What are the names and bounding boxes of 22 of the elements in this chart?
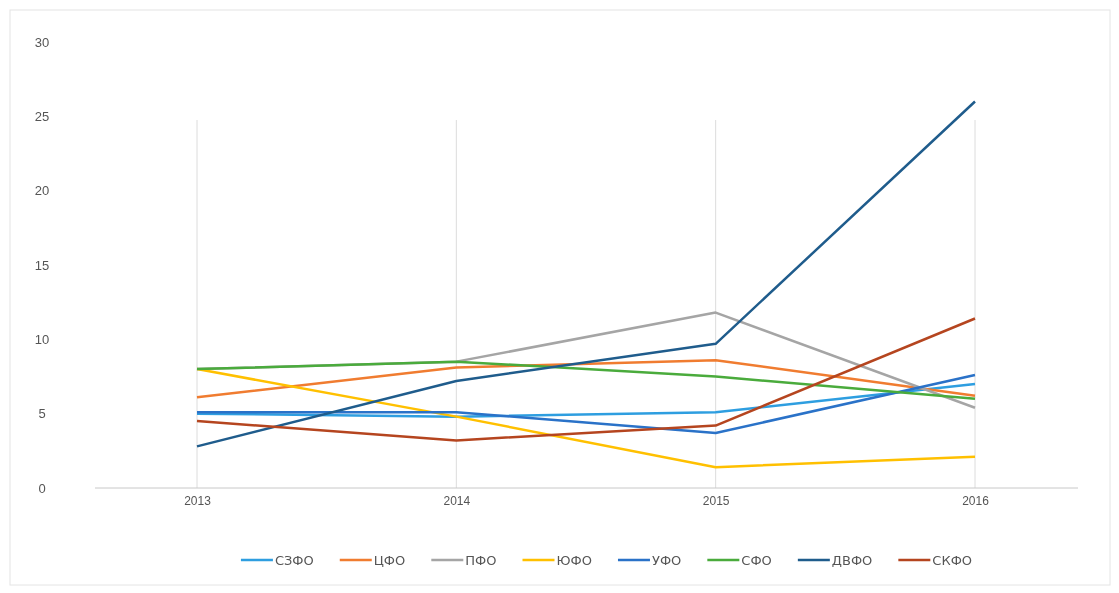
legend-label: СЗФО (274, 553, 314, 568)
x-tick-label: 2014 (443, 494, 471, 508)
x-tick-label: 2013 (184, 494, 212, 508)
y-tick-label: 10 (34, 331, 50, 347)
legend-label: СФО (741, 553, 772, 568)
legend-label: ДВФО (831, 553, 873, 568)
x-tick-label: 2015 (702, 494, 730, 508)
y-tick-label: 25 (34, 108, 50, 124)
y-tick-label: 5 (38, 406, 46, 422)
line-series (195, 317, 977, 442)
y-tick-label: 0 (38, 480, 46, 496)
y-tick-label: 30 (34, 34, 50, 50)
legend-label: ЮФО (556, 553, 592, 568)
line-series (195, 367, 977, 469)
y-tick-label: 20 (34, 183, 50, 199)
legend-label: ЦФО (373, 553, 406, 568)
y-tick-label: 15 (34, 257, 50, 273)
line-series (195, 100, 977, 448)
legend-label: УФО (651, 553, 682, 568)
x-tick-label: 2016 (962, 494, 990, 508)
legend-label: СКФО (932, 553, 973, 568)
legend-label: ПФО (465, 553, 497, 568)
